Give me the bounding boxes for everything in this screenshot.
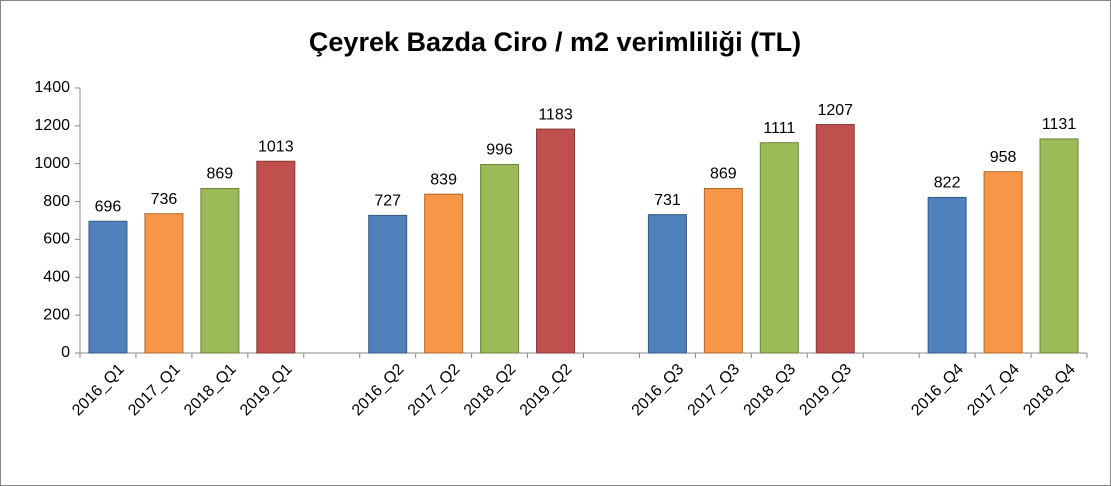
data-label: 1111 (763, 120, 795, 137)
data-label: 727 (374, 193, 401, 210)
bar (88, 220, 128, 354)
bar (759, 142, 799, 354)
y-tick-label: 1000 (34, 155, 70, 172)
y-tick-label: 1200 (34, 117, 70, 134)
bar (1039, 138, 1079, 354)
bar (480, 163, 520, 354)
y-tick-label: 400 (43, 269, 70, 286)
bar (200, 188, 240, 354)
bar (424, 193, 464, 354)
data-label: 731 (654, 192, 681, 209)
data-label: 1013 (258, 138, 294, 155)
data-label: 1183 (538, 106, 573, 123)
data-label: 869 (710, 166, 737, 183)
bar (647, 214, 687, 354)
y-tick-label: 600 (43, 231, 70, 248)
chart-title: Çeyrek Bazda Ciro / m2 verimliliği (TL) (309, 27, 801, 57)
data-label: 996 (486, 142, 513, 159)
data-label: 736 (151, 191, 178, 208)
data-label: 1131 (1042, 116, 1077, 133)
bar (144, 213, 184, 354)
bar (256, 160, 296, 354)
data-label: 839 (430, 171, 457, 188)
data-label: 822 (934, 175, 961, 192)
data-label: 696 (95, 198, 122, 215)
y-tick-label: 200 (43, 306, 70, 323)
y-tick-label: 800 (43, 193, 70, 210)
data-label: 1207 (817, 102, 853, 119)
bar (368, 214, 408, 354)
y-tick-label: 1400 (34, 79, 70, 96)
bar (703, 188, 743, 354)
data-label: 958 (990, 149, 1017, 166)
data-label: 869 (207, 166, 234, 183)
bar (983, 171, 1023, 354)
bar (815, 124, 855, 354)
y-tick-label: 0 (61, 344, 70, 361)
bar (536, 128, 576, 354)
bar (927, 196, 967, 354)
